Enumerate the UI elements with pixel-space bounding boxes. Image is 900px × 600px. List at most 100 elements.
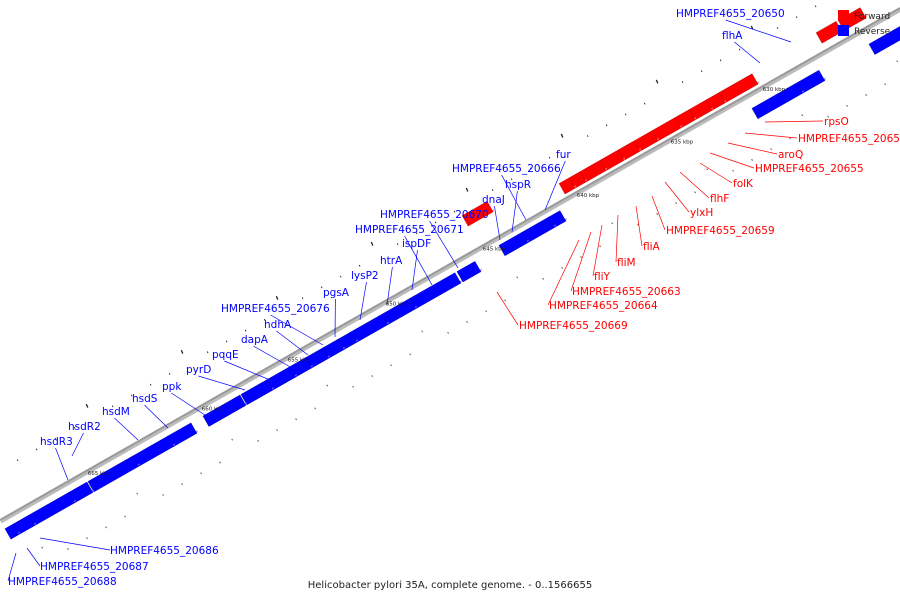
legend: Forward Reverse <box>838 10 891 37</box>
gene-label: pyrD <box>186 364 211 376</box>
leader-line <box>7 552 17 582</box>
leader-line <box>709 152 755 169</box>
gene-label: HMPREF4655_20664 <box>549 300 658 312</box>
gene-label: HMPREF4655_20650 <box>676 8 785 20</box>
leader-line <box>570 231 592 292</box>
scale-labels: 630 kbp 635 kbp 640 kbp 645 kbp 650 kbp 655 k… <box>88 87 786 477</box>
leader-line <box>198 375 246 391</box>
gene-label: flhA <box>722 30 743 42</box>
tick-mark <box>434 221 437 224</box>
tick-mark <box>675 202 677 205</box>
tick-mark <box>865 94 867 96</box>
reverse-gene-arrow <box>409 272 462 309</box>
reverse-gene-arrow <box>202 394 247 427</box>
reverse-gene-arrow <box>456 261 482 283</box>
leader-line <box>253 345 293 369</box>
tick-mark <box>770 148 772 151</box>
tick-mark <box>776 27 779 29</box>
tick-mark <box>85 403 89 408</box>
scale-label: 650 kbp <box>386 302 409 308</box>
tick-mark <box>275 295 279 300</box>
scale-label: 635 kbp <box>671 140 694 146</box>
gene-label: htrA <box>380 255 403 267</box>
tick-mark <box>225 340 228 343</box>
scale-label: 630 kbp <box>763 87 786 93</box>
scale-label: 655 kbp <box>288 357 311 363</box>
gene-label: lysP2 <box>351 270 379 282</box>
gene-label: HMPREF4655_20655 <box>755 163 864 175</box>
tick-mark <box>320 286 323 289</box>
backbone-line <box>0 7 900 521</box>
tick-mark <box>73 426 76 429</box>
genome-backbone <box>0 7 900 524</box>
tick-mark <box>231 438 233 441</box>
tick-mark <box>611 222 613 225</box>
tick-mark <box>896 60 898 63</box>
tick-mark <box>295 418 297 421</box>
tick-mark <box>738 48 741 51</box>
tick-mark <box>314 407 316 410</box>
tick-mark <box>181 483 183 486</box>
tick-mark <box>136 492 138 495</box>
tick-mark <box>162 493 164 496</box>
tick-mark <box>681 81 684 83</box>
tick-mark <box>67 548 69 550</box>
leader-line <box>501 174 527 221</box>
tick-mark <box>795 16 798 19</box>
tick-mark <box>409 353 411 356</box>
tick-mark <box>529 167 532 170</box>
reverse-gene-arrow <box>266 366 297 391</box>
label-leader-lines <box>7 19 824 582</box>
tick-mark <box>656 212 658 215</box>
gene-label: folK <box>733 178 754 190</box>
gene-label: HMPREF4655_20671 <box>355 224 464 236</box>
tick-mark <box>561 266 563 269</box>
reverse-gene-arrow <box>751 82 804 120</box>
gene-labels: HMPREF4655_20650 flhA fur HMPREF4655_20666h… <box>8 8 900 588</box>
leader-line <box>592 224 603 277</box>
gene-label: ispDF <box>402 238 431 250</box>
tick-mark <box>789 137 791 140</box>
tick-mark <box>370 241 374 246</box>
tick-mark <box>130 394 133 397</box>
gene-label: HMPREF4655_20666 <box>452 163 561 175</box>
gene-label: ppk <box>162 381 182 393</box>
tick-mark <box>510 178 513 181</box>
reverse-gene-arrow <box>868 26 900 55</box>
leader-line <box>270 314 324 346</box>
tick-mark <box>326 384 328 387</box>
tick-mark <box>371 375 373 377</box>
gene-label: fliM <box>617 257 636 269</box>
gene-label: dapA <box>241 334 269 346</box>
tick-mark <box>206 351 209 354</box>
leader-line <box>39 537 111 551</box>
tick-mark <box>599 245 601 248</box>
scale-label: 645 kbp <box>483 247 506 253</box>
forward-gene-arrow <box>837 7 867 31</box>
leader-line <box>635 205 643 247</box>
leader-line <box>144 404 169 429</box>
tick-mark <box>111 405 114 408</box>
reverse-gene-arrow <box>498 231 529 257</box>
tick-mark <box>700 70 703 73</box>
tick-mark <box>149 383 152 386</box>
gene-label: rpsO <box>824 116 849 128</box>
scale-label: 665 kbp <box>88 471 111 477</box>
tick-mark <box>453 210 456 213</box>
tick-mark <box>491 189 494 192</box>
leader-line <box>764 120 824 123</box>
leader-line <box>615 214 619 263</box>
tick-mark <box>827 115 829 118</box>
leader-line <box>411 249 418 291</box>
tick-mark <box>16 459 19 462</box>
legend-reverse-swatch <box>838 25 849 36</box>
gene-label: HMPREF4655_20663 <box>572 286 681 298</box>
leader-line <box>224 360 271 381</box>
legend-forward-swatch <box>838 10 849 21</box>
gene-label: flhF <box>710 193 729 205</box>
tick-mark <box>465 187 469 192</box>
tick-mark <box>54 437 57 440</box>
leader-line <box>496 291 519 326</box>
genome-caption: Helicobacter pylori 35A, complete genome… <box>308 580 592 591</box>
